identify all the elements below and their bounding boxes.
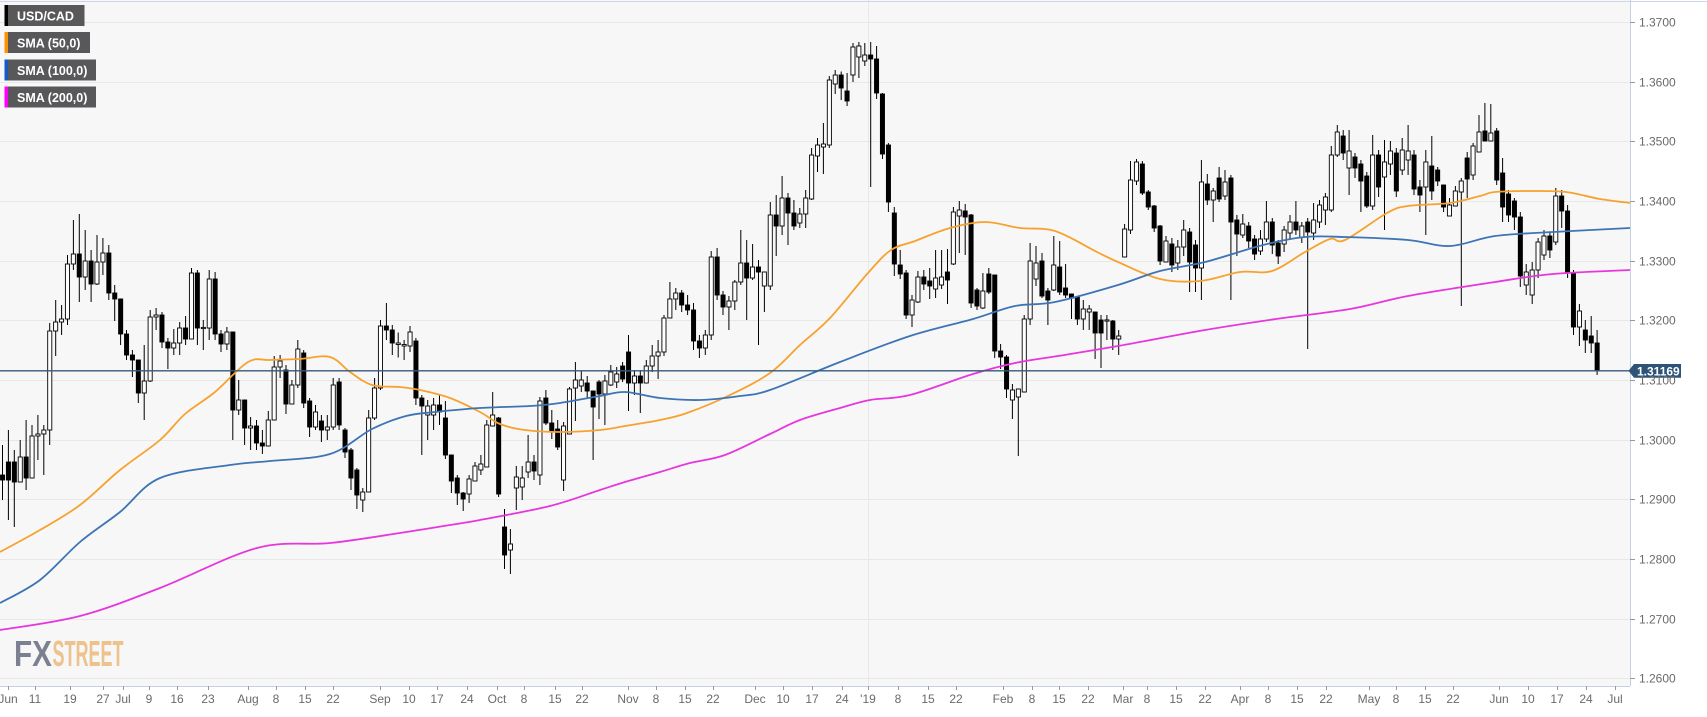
svg-text:1.2800: 1.2800 <box>1639 553 1676 567</box>
svg-text:8: 8 <box>273 692 280 706</box>
svg-text:22: 22 <box>1319 692 1333 706</box>
svg-text:8: 8 <box>895 692 902 706</box>
svg-text:24: 24 <box>1579 692 1593 706</box>
svg-text:22: 22 <box>1198 692 1212 706</box>
svg-text:15: 15 <box>921 692 935 706</box>
svg-text:9: 9 <box>146 692 153 706</box>
svg-text:Sep: Sep <box>369 692 391 706</box>
svg-text:15: 15 <box>1052 692 1066 706</box>
svg-text:15: 15 <box>1169 692 1183 706</box>
svg-text:8: 8 <box>521 692 528 706</box>
svg-text:Jun: Jun <box>1489 692 1508 706</box>
svg-text:FX: FX <box>14 633 52 674</box>
svg-text:22: 22 <box>1446 692 1460 706</box>
svg-text:8: 8 <box>1393 692 1400 706</box>
svg-text:Jul: Jul <box>115 692 130 706</box>
svg-text:Feb: Feb <box>993 692 1014 706</box>
svg-text:STREET: STREET <box>53 633 124 674</box>
svg-text:23: 23 <box>201 692 215 706</box>
svg-text:1.3400: 1.3400 <box>1639 195 1676 209</box>
svg-text:17: 17 <box>805 692 819 706</box>
svg-text:22: 22 <box>575 692 589 706</box>
svg-text:Oct: Oct <box>488 692 507 706</box>
svg-text:SMA (200,0): SMA (200,0) <box>17 91 87 105</box>
svg-text:8: 8 <box>1029 692 1036 706</box>
svg-text:24: 24 <box>835 692 849 706</box>
svg-text:10: 10 <box>776 692 790 706</box>
svg-text:27: 27 <box>96 692 110 706</box>
svg-text:15: 15 <box>298 692 312 706</box>
svg-text:1.3700: 1.3700 <box>1639 16 1676 30</box>
svg-text:24: 24 <box>460 692 474 706</box>
svg-text:1.2700: 1.2700 <box>1639 613 1676 627</box>
svg-text:15: 15 <box>1290 692 1304 706</box>
svg-text:USD/CAD: USD/CAD <box>17 10 74 24</box>
svg-text:1.3100: 1.3100 <box>1639 374 1676 388</box>
svg-text:1.2900: 1.2900 <box>1639 493 1676 507</box>
svg-text:1.3300: 1.3300 <box>1639 255 1676 269</box>
svg-text:22: 22 <box>706 692 720 706</box>
svg-text:Dec: Dec <box>744 692 765 706</box>
svg-text:Aug: Aug <box>237 692 258 706</box>
svg-text:1.3500: 1.3500 <box>1639 135 1676 149</box>
svg-text:8: 8 <box>1144 692 1151 706</box>
svg-text:May: May <box>1358 692 1381 706</box>
svg-text:19: 19 <box>63 692 77 706</box>
svg-text:1.3200: 1.3200 <box>1639 314 1676 328</box>
svg-text:15: 15 <box>678 692 692 706</box>
svg-text:22: 22 <box>326 692 340 706</box>
svg-text:22: 22 <box>949 692 963 706</box>
svg-text:Jun: Jun <box>0 692 18 706</box>
svg-text:15: 15 <box>548 692 562 706</box>
svg-text:8: 8 <box>653 692 660 706</box>
svg-text:Mar: Mar <box>1113 692 1134 706</box>
svg-text:10: 10 <box>1521 692 1535 706</box>
svg-text:11: 11 <box>29 692 42 706</box>
svg-text:17: 17 <box>430 692 444 706</box>
svg-text:1.2600: 1.2600 <box>1639 672 1676 686</box>
svg-text:SMA (50,0): SMA (50,0) <box>17 37 80 51</box>
svg-text:1.31169: 1.31169 <box>1637 364 1680 378</box>
svg-text:1.3000: 1.3000 <box>1639 434 1676 448</box>
svg-text:'19: '19 <box>860 692 876 706</box>
svg-text:8: 8 <box>1265 692 1272 706</box>
svg-text:Nov: Nov <box>617 692 638 706</box>
svg-text:22: 22 <box>1081 692 1095 706</box>
svg-text:17: 17 <box>1550 692 1564 706</box>
svg-text:Apr: Apr <box>1231 692 1250 706</box>
svg-text:10: 10 <box>402 692 416 706</box>
svg-text:15: 15 <box>1418 692 1432 706</box>
svg-text:SMA (100,0): SMA (100,0) <box>17 64 87 78</box>
svg-text:1.3600: 1.3600 <box>1639 76 1676 90</box>
svg-text:16: 16 <box>170 692 184 706</box>
svg-text:Jul: Jul <box>1607 692 1622 706</box>
